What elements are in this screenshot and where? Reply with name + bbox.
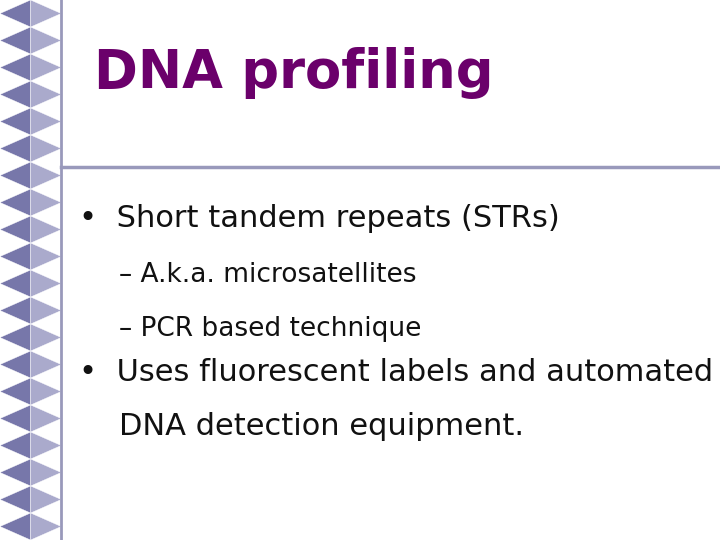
Polygon shape <box>0 243 30 270</box>
Polygon shape <box>0 108 30 135</box>
Polygon shape <box>0 513 30 540</box>
Polygon shape <box>0 189 30 216</box>
Polygon shape <box>0 324 30 351</box>
Polygon shape <box>30 513 61 540</box>
Polygon shape <box>30 486 61 513</box>
Text: – A.k.a. microsatellites: – A.k.a. microsatellites <box>119 262 416 288</box>
Text: – PCR based technique: – PCR based technique <box>119 316 421 342</box>
Polygon shape <box>30 405 61 432</box>
Polygon shape <box>30 54 61 81</box>
Polygon shape <box>0 432 30 459</box>
Polygon shape <box>0 81 30 108</box>
Polygon shape <box>30 297 61 324</box>
Polygon shape <box>0 297 30 324</box>
Polygon shape <box>0 162 30 189</box>
Polygon shape <box>30 81 61 108</box>
Polygon shape <box>30 459 61 486</box>
Polygon shape <box>30 432 61 459</box>
Polygon shape <box>0 270 30 297</box>
Polygon shape <box>30 270 61 297</box>
Polygon shape <box>0 0 30 27</box>
Polygon shape <box>0 405 30 432</box>
Polygon shape <box>0 27 30 54</box>
Polygon shape <box>30 324 61 351</box>
Polygon shape <box>0 351 30 378</box>
Polygon shape <box>30 108 61 135</box>
Polygon shape <box>30 27 61 54</box>
Polygon shape <box>0 459 30 486</box>
Polygon shape <box>30 378 61 405</box>
Polygon shape <box>30 351 61 378</box>
Polygon shape <box>30 0 61 27</box>
Polygon shape <box>0 378 30 405</box>
Text: DNA profiling: DNA profiling <box>94 47 493 99</box>
Text: •  Short tandem repeats (STRs): • Short tandem repeats (STRs) <box>79 204 560 233</box>
Polygon shape <box>0 216 30 243</box>
Polygon shape <box>30 162 61 189</box>
Polygon shape <box>30 135 61 162</box>
Polygon shape <box>30 243 61 270</box>
Polygon shape <box>0 135 30 162</box>
Text: DNA detection equipment.: DNA detection equipment. <box>119 412 523 441</box>
Polygon shape <box>30 216 61 243</box>
Polygon shape <box>30 189 61 216</box>
Text: •  Uses fluorescent labels and automated: • Uses fluorescent labels and automated <box>79 358 714 387</box>
Polygon shape <box>0 486 30 513</box>
Polygon shape <box>0 54 30 81</box>
